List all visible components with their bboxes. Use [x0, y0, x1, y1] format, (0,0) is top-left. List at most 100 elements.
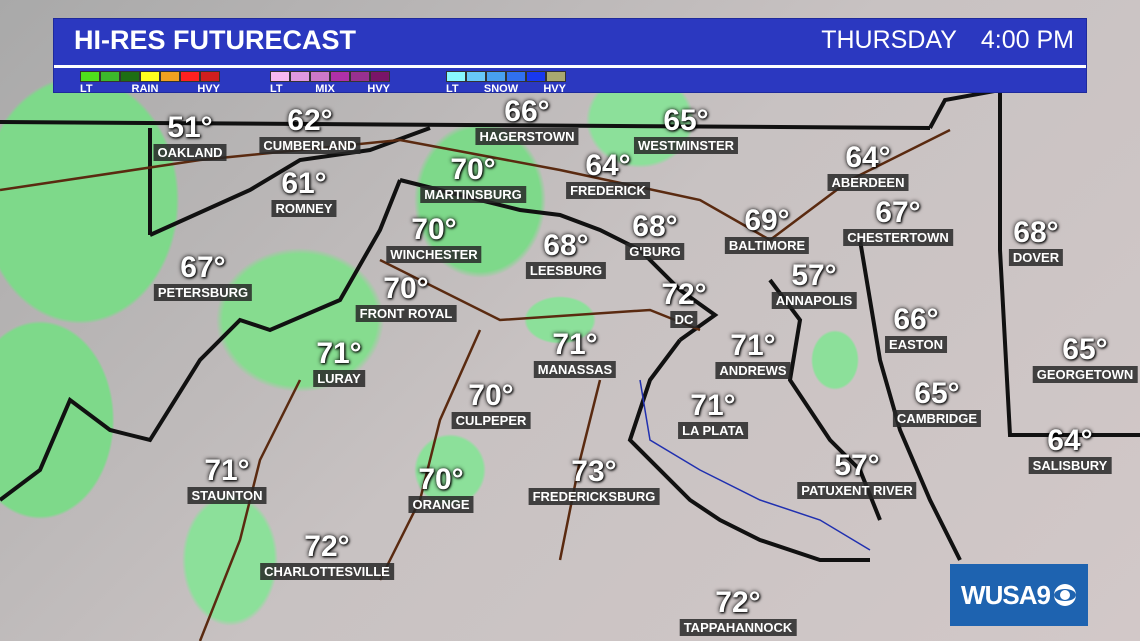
wusa9-logo: WUSA9	[950, 564, 1088, 626]
city-temperature: 65°	[1062, 333, 1108, 366]
city-marker: 65° GEORGETOWN	[1032, 333, 1138, 383]
city-temperature: 70°	[450, 153, 496, 186]
city-name: HAGERSTOWN	[475, 128, 579, 145]
city-name: EASTON	[885, 336, 947, 353]
city-marker: 73° FREDERICKSBURG	[528, 455, 660, 505]
legend-swatch	[200, 71, 220, 82]
city-temperature: 71°	[204, 454, 250, 487]
city-temperature: 72°	[304, 530, 350, 563]
city-name: CHARLOTTESVILLE	[260, 563, 394, 580]
city-marker: 65° WESTMINSTER	[633, 104, 739, 154]
city-temperature: 57°	[834, 449, 880, 482]
legend-swatch	[80, 71, 100, 82]
city-temperature: 72°	[661, 278, 707, 311]
city-marker: 70° MARTINSBURG	[420, 155, 526, 203]
city-marker: 65° CAMBRIDGE	[892, 379, 982, 427]
city-marker: 70° CULPEPER	[451, 381, 531, 429]
city-marker: 71° MANASSAS	[533, 330, 617, 378]
legend-swatch	[526, 71, 546, 82]
city-name: PATUXENT RIVER	[797, 482, 917, 499]
legend-swatch	[310, 71, 330, 82]
city-marker: 64° ABERDEEN	[827, 141, 909, 191]
city-temperature: 67°	[875, 196, 921, 229]
city-temperature: 51°	[167, 111, 213, 144]
city-marker: 69° BALTIMORE	[724, 204, 810, 254]
city-temperature: 61°	[281, 167, 327, 200]
forecast-clock: 4:00 PM	[980, 26, 1074, 54]
city-temperature: 64°	[845, 141, 891, 174]
city-temperature: 69°	[744, 204, 790, 237]
city-marker: 67° CHESTERTOWN	[843, 198, 953, 246]
city-temperature: 71°	[690, 389, 736, 422]
forecast-time: THURSDAY 4:00 PM	[797, 26, 1074, 55]
city-name: PETERSBURG	[153, 284, 253, 301]
city-name: ROMNEY	[271, 200, 337, 217]
legend-label: LT	[446, 83, 459, 95]
legend-swatch	[180, 71, 200, 82]
legend-swatch	[290, 71, 310, 82]
header-divider	[54, 65, 1086, 68]
city-name: FREDERICK	[566, 182, 650, 199]
city-temperature: 73°	[571, 455, 617, 488]
legend-swatch	[160, 71, 180, 82]
city-name: DOVER	[1008, 249, 1064, 266]
city-marker: 70° WINCHESTER	[386, 213, 482, 263]
legend-swatch	[506, 71, 526, 82]
city-marker: 72° DC	[661, 278, 707, 328]
city-temperature: 68°	[543, 229, 589, 262]
city-temperature: 65°	[663, 104, 709, 137]
page-title: HI-RES FUTURECAST	[74, 25, 356, 55]
city-name: BALTIMORE	[724, 237, 810, 254]
city-marker: 71° STAUNTON	[187, 454, 267, 504]
legend-snow: LT SNOW HVY	[446, 71, 566, 95]
city-temperature: 57°	[791, 259, 837, 292]
city-name: SALISBURY	[1028, 457, 1112, 474]
city-temperature: 62°	[287, 104, 333, 137]
city-name: ABERDEEN	[827, 174, 909, 191]
city-name: CUMBERLAND	[259, 137, 361, 154]
city-name: CHESTERTOWN	[843, 229, 953, 246]
city-marker: 71° LA PLATA	[678, 391, 748, 439]
city-name: G'BURG	[625, 243, 685, 260]
legend-rain: LT RAIN HVY	[80, 71, 220, 95]
city-name: CULPEPER	[451, 412, 531, 429]
legend-label: HVY	[197, 83, 220, 95]
city-temperature: 64°	[585, 149, 631, 182]
city-name: TAPPAHANNOCK	[679, 619, 797, 636]
legend-swatch	[486, 71, 506, 82]
city-name: CAMBRIDGE	[892, 410, 982, 427]
city-marker: 62° CUMBERLAND	[259, 104, 361, 154]
legend-swatch	[466, 71, 486, 82]
city-marker: 57° PATUXENT RIVER	[797, 449, 917, 499]
legend-label: LT	[270, 83, 283, 95]
legend-label: SNOW	[483, 83, 519, 95]
header-bar: HI-RES FUTURECAST THURSDAY 4:00 PM LT RAIN…	[53, 18, 1087, 95]
city-marker: 68° LEESBURG	[525, 229, 607, 279]
logo-text: WUSA9	[961, 579, 1051, 610]
city-marker: 71° ANDREWS	[715, 329, 791, 379]
city-name: ANDREWS	[715, 362, 791, 379]
legend-label: MIX	[315, 83, 335, 95]
legend-swatch	[270, 71, 290, 82]
city-marker: 70° FRONT ROYAL	[355, 274, 457, 322]
city-temperature: 70°	[411, 213, 457, 246]
city-marker: 68° G'BURG	[625, 210, 685, 260]
city-name: OAKLAND	[153, 144, 227, 161]
city-temperature: 71°	[730, 329, 776, 362]
city-temperature: 72°	[715, 586, 761, 619]
city-name: LA PLATA	[678, 422, 748, 439]
city-marker: 71° LURAY	[313, 339, 365, 387]
city-marker: 64° FREDERICK	[566, 151, 650, 199]
city-marker: 72° TAPPAHANNOCK	[679, 586, 797, 636]
legend-swatch	[140, 71, 160, 82]
legend-label: HVY	[367, 83, 390, 95]
city-name: ORANGE	[408, 496, 474, 513]
city-marker: 57° ANNAPOLIS	[771, 259, 857, 309]
city-name: ANNAPOLIS	[771, 292, 857, 309]
city-name: WINCHESTER	[386, 246, 482, 263]
city-temperature: 64°	[1047, 424, 1093, 457]
city-temperature: 67°	[180, 251, 226, 284]
city-marker: 51° OAKLAND	[153, 111, 227, 161]
city-temperature: 71°	[316, 337, 362, 370]
city-temperature: 68°	[632, 210, 678, 243]
